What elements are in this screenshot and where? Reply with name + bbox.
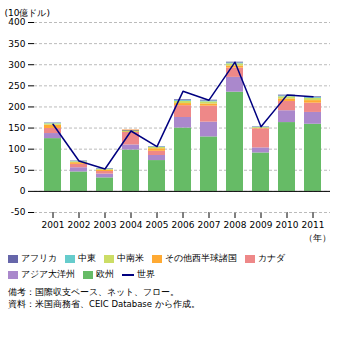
html-text:世界: 世界 <box>137 269 155 279</box>
svg-text:（年）: （年） <box>304 233 331 243</box>
html-text:中東: 中東 <box>78 253 96 263</box>
svg-text:150: 150 <box>8 123 25 133</box>
svg-text:300: 300 <box>8 60 25 70</box>
svg-text:2010: 2010 <box>276 220 299 230</box>
svg-text:2011: 2011 <box>302 220 325 230</box>
svg-text:-50: -50 <box>11 207 26 217</box>
svg-text:2009: 2009 <box>250 220 273 230</box>
svg-text:0: 0 <box>20 186 26 196</box>
svg-text:250: 250 <box>8 81 25 91</box>
svg-text:2007: 2007 <box>198 220 221 230</box>
html-text:その他西半球諸国: その他西半球諸国 <box>165 253 237 263</box>
svg-text:2003: 2003 <box>94 220 117 230</box>
svg-text:(10億ドル): (10億ドル) <box>5 8 50 18</box>
svg-text:2002: 2002 <box>68 220 91 230</box>
html-text:備考：国際収支ベース、ネット、フロー。: 備考：国際収支ベース、ネット、フロー。 <box>8 287 179 297</box>
svg-text:2004: 2004 <box>120 220 143 230</box>
html-text:資料：米国商務省、CEIC Database から作成。: 資料：米国商務省、CEIC Database から作成。 <box>8 299 200 309</box>
svg-text:200: 200 <box>8 102 25 112</box>
svg-text:2005: 2005 <box>146 220 169 230</box>
svg-text:100: 100 <box>8 144 25 154</box>
html-text:カナダ: カナダ <box>258 253 285 263</box>
html-text:欧州: 欧州 <box>96 269 114 279</box>
svg-text:2008: 2008 <box>224 220 247 230</box>
svg-text:2001: 2001 <box>42 220 65 230</box>
html-text:アフリカ: アフリカ <box>21 253 57 263</box>
svg-text:400: 400 <box>8 17 25 27</box>
html-text:中南米: 中南米 <box>117 253 144 263</box>
svg-text:50: 50 <box>14 165 26 175</box>
svg-text:2006: 2006 <box>172 220 195 230</box>
html-text:アジア大洋州: アジア大洋州 <box>21 269 75 279</box>
svg-text:350: 350 <box>8 38 25 48</box>
